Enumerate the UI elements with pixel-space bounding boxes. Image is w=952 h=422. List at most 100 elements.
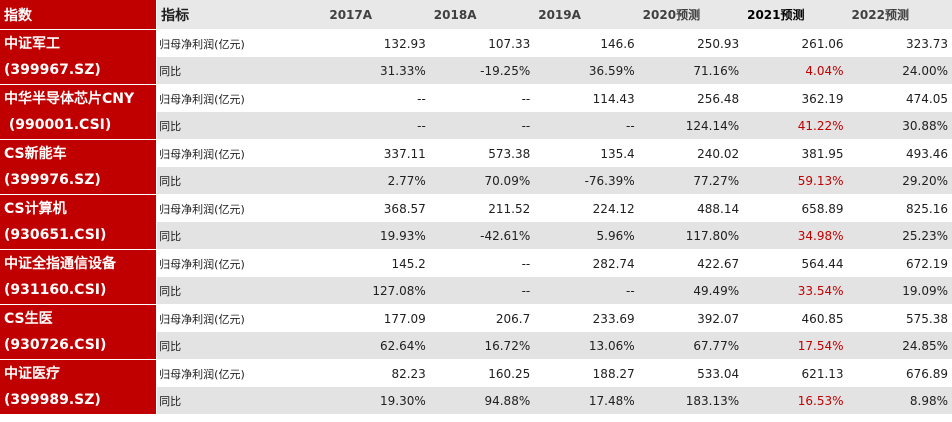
value-cell: 135.4 <box>534 139 639 167</box>
value-cell: 323.73 <box>847 29 952 57</box>
value-cell: 422.67 <box>638 249 744 277</box>
index-name: CS计算机 <box>4 201 67 217</box>
index-name-cell: 中证医疗 (399989.SZ) <box>0 359 158 415</box>
index-name-cell: 中华半导体芯片CNY (990001.CSI) <box>0 84 158 140</box>
growth-cell: 31.33% <box>325 57 430 85</box>
metric-label: 同比 <box>156 112 326 140</box>
index-name: 中证全指通信设备 <box>4 256 116 272</box>
metric-label: 归母净利润(亿元) <box>156 359 326 387</box>
value-cell: 282.74 <box>534 249 639 277</box>
header-metric: 指标 <box>156 0 326 30</box>
table-row: 中证全指通信设备 (931160.CSI) 归母净利润(亿元) 145.2 -- 282.… <box>0 249 952 305</box>
value-cell: 488.14 <box>638 194 744 222</box>
header-year: 2020预测 <box>638 0 744 30</box>
table-row: 中证军工 (399967.SZ) 归母净利润(亿元) 132.93 107.33 146.… <box>0 29 952 85</box>
header-year: 2022预测 <box>847 0 952 30</box>
table-row: 中华半导体芯片CNY (990001.CSI) 归母净利润(亿元) -- -- 114.… <box>0 84 952 140</box>
value-cell: -- <box>325 84 430 112</box>
index-name-cell: CS计算机 (930651.CSI) <box>0 194 158 250</box>
growth-cell: 36.59% <box>534 57 639 85</box>
value-cell: 250.93 <box>638 29 744 57</box>
value-cell: 337.11 <box>325 139 430 167</box>
table-row: 同比 19.30% 94.88% 17.48% 183.13% 16.53% 8.98% <box>0 387 952 415</box>
growth-cell: 16.53% <box>743 387 848 415</box>
table-row: CS计算机 (930651.CSI) 归母净利润(亿元) 368.57 211.52 22… <box>0 194 952 250</box>
growth-cell: 62.64% <box>325 332 430 360</box>
metric-label: 同比 <box>156 332 326 360</box>
table-row: 同比 62.64% 16.72% 13.06% 67.77% 17.54% 24.85% <box>0 332 952 360</box>
metric-label: 归母净利润(亿元) <box>156 139 326 167</box>
growth-cell: -- <box>534 112 639 140</box>
index-name-cell: CS生医 (930726.CSI) <box>0 304 158 360</box>
value-cell: 676.89 <box>847 359 952 387</box>
growth-cell: 94.88% <box>429 387 535 415</box>
index-code: (399967.SZ) <box>4 62 101 78</box>
metric-label: 同比 <box>156 57 326 85</box>
growth-cell: 29.20% <box>847 167 952 195</box>
growth-cell: 5.96% <box>534 222 639 250</box>
growth-cell: 124.14% <box>638 112 744 140</box>
value-cell: 107.33 <box>429 29 535 57</box>
growth-cell: 24.85% <box>847 332 952 360</box>
growth-cell: 49.49% <box>638 277 744 305</box>
value-cell: 146.6 <box>534 29 639 57</box>
value-cell: 392.07 <box>638 304 744 332</box>
index-name: CS生医 <box>4 311 53 327</box>
value-cell: 368.57 <box>325 194 430 222</box>
index-code: (990001.CSI) <box>4 117 112 133</box>
growth-cell: 19.93% <box>325 222 430 250</box>
header-year: 2021预测 <box>743 0 848 30</box>
metric-label: 归母净利润(亿元) <box>156 194 326 222</box>
index-code: (399976.SZ) <box>4 172 101 188</box>
header-row: 指数 指标 2017A 2018A 2019A 2020预测 2021预测 20… <box>0 0 952 30</box>
growth-cell: -- <box>429 112 535 140</box>
index-name: 中证军工 <box>4 36 60 52</box>
value-cell: 825.16 <box>847 194 952 222</box>
value-cell: 160.25 <box>429 359 535 387</box>
table-row: 同比 -- -- -- 124.14% 41.22% 30.88% <box>0 112 952 140</box>
table-row: 同比 19.93% -42.61% 5.96% 117.80% 34.98% 25.23% <box>0 222 952 250</box>
value-cell: 261.06 <box>743 29 848 57</box>
table-row: 中证医疗 (399989.SZ) 归母净利润(亿元) 82.23 160.25 188.2… <box>0 359 952 415</box>
growth-cell: -- <box>325 112 430 140</box>
growth-cell: 127.08% <box>325 277 430 305</box>
index-code: (930651.CSI) <box>4 227 107 243</box>
value-cell: 575.38 <box>847 304 952 332</box>
growth-cell: 34.98% <box>743 222 848 250</box>
metric-label: 归母净利润(亿元) <box>156 249 326 277</box>
metric-label: 归母净利润(亿元) <box>156 29 326 57</box>
value-cell: 564.44 <box>743 249 848 277</box>
value-cell: 460.85 <box>743 304 848 332</box>
metric-label: 同比 <box>156 167 326 195</box>
table-row: CS新能车 (399976.SZ) 归母净利润(亿元) 337.11 573.38 135… <box>0 139 952 195</box>
growth-cell: 117.80% <box>638 222 744 250</box>
table-row: CS生医 (930726.CSI) 归母净利润(亿元) 177.09 206.7 233.… <box>0 304 952 360</box>
value-cell: 145.2 <box>325 249 430 277</box>
value-cell: 621.13 <box>743 359 848 387</box>
value-cell: -- <box>429 84 535 112</box>
growth-cell: -- <box>534 277 639 305</box>
growth-cell: 13.06% <box>534 332 639 360</box>
metric-label: 归母净利润(亿元) <box>156 84 326 112</box>
growth-cell: -76.39% <box>534 167 639 195</box>
value-cell: 177.09 <box>325 304 430 332</box>
index-code: (930726.CSI) <box>4 337 107 353</box>
growth-cell: 17.48% <box>534 387 639 415</box>
growth-cell: -19.25% <box>429 57 535 85</box>
value-cell: 493.46 <box>847 139 952 167</box>
table-row: 同比 127.08% -- -- 49.49% 33.54% 19.09% <box>0 277 952 305</box>
growth-cell: 17.54% <box>743 332 848 360</box>
metric-label: 同比 <box>156 277 326 305</box>
metric-label: 同比 <box>156 222 326 250</box>
value-cell: 132.93 <box>325 29 430 57</box>
growth-cell: 19.30% <box>325 387 430 415</box>
index-name-cell: CS新能车 (399976.SZ) <box>0 139 158 195</box>
value-cell: 381.95 <box>743 139 848 167</box>
growth-cell: 24.00% <box>847 57 952 85</box>
growth-cell: 33.54% <box>743 277 848 305</box>
index-name-cell: 中证军工 (399967.SZ) <box>0 29 158 85</box>
growth-cell: 67.77% <box>638 332 744 360</box>
index-name: 中证医疗 <box>4 366 60 382</box>
growth-cell: -42.61% <box>429 222 535 250</box>
